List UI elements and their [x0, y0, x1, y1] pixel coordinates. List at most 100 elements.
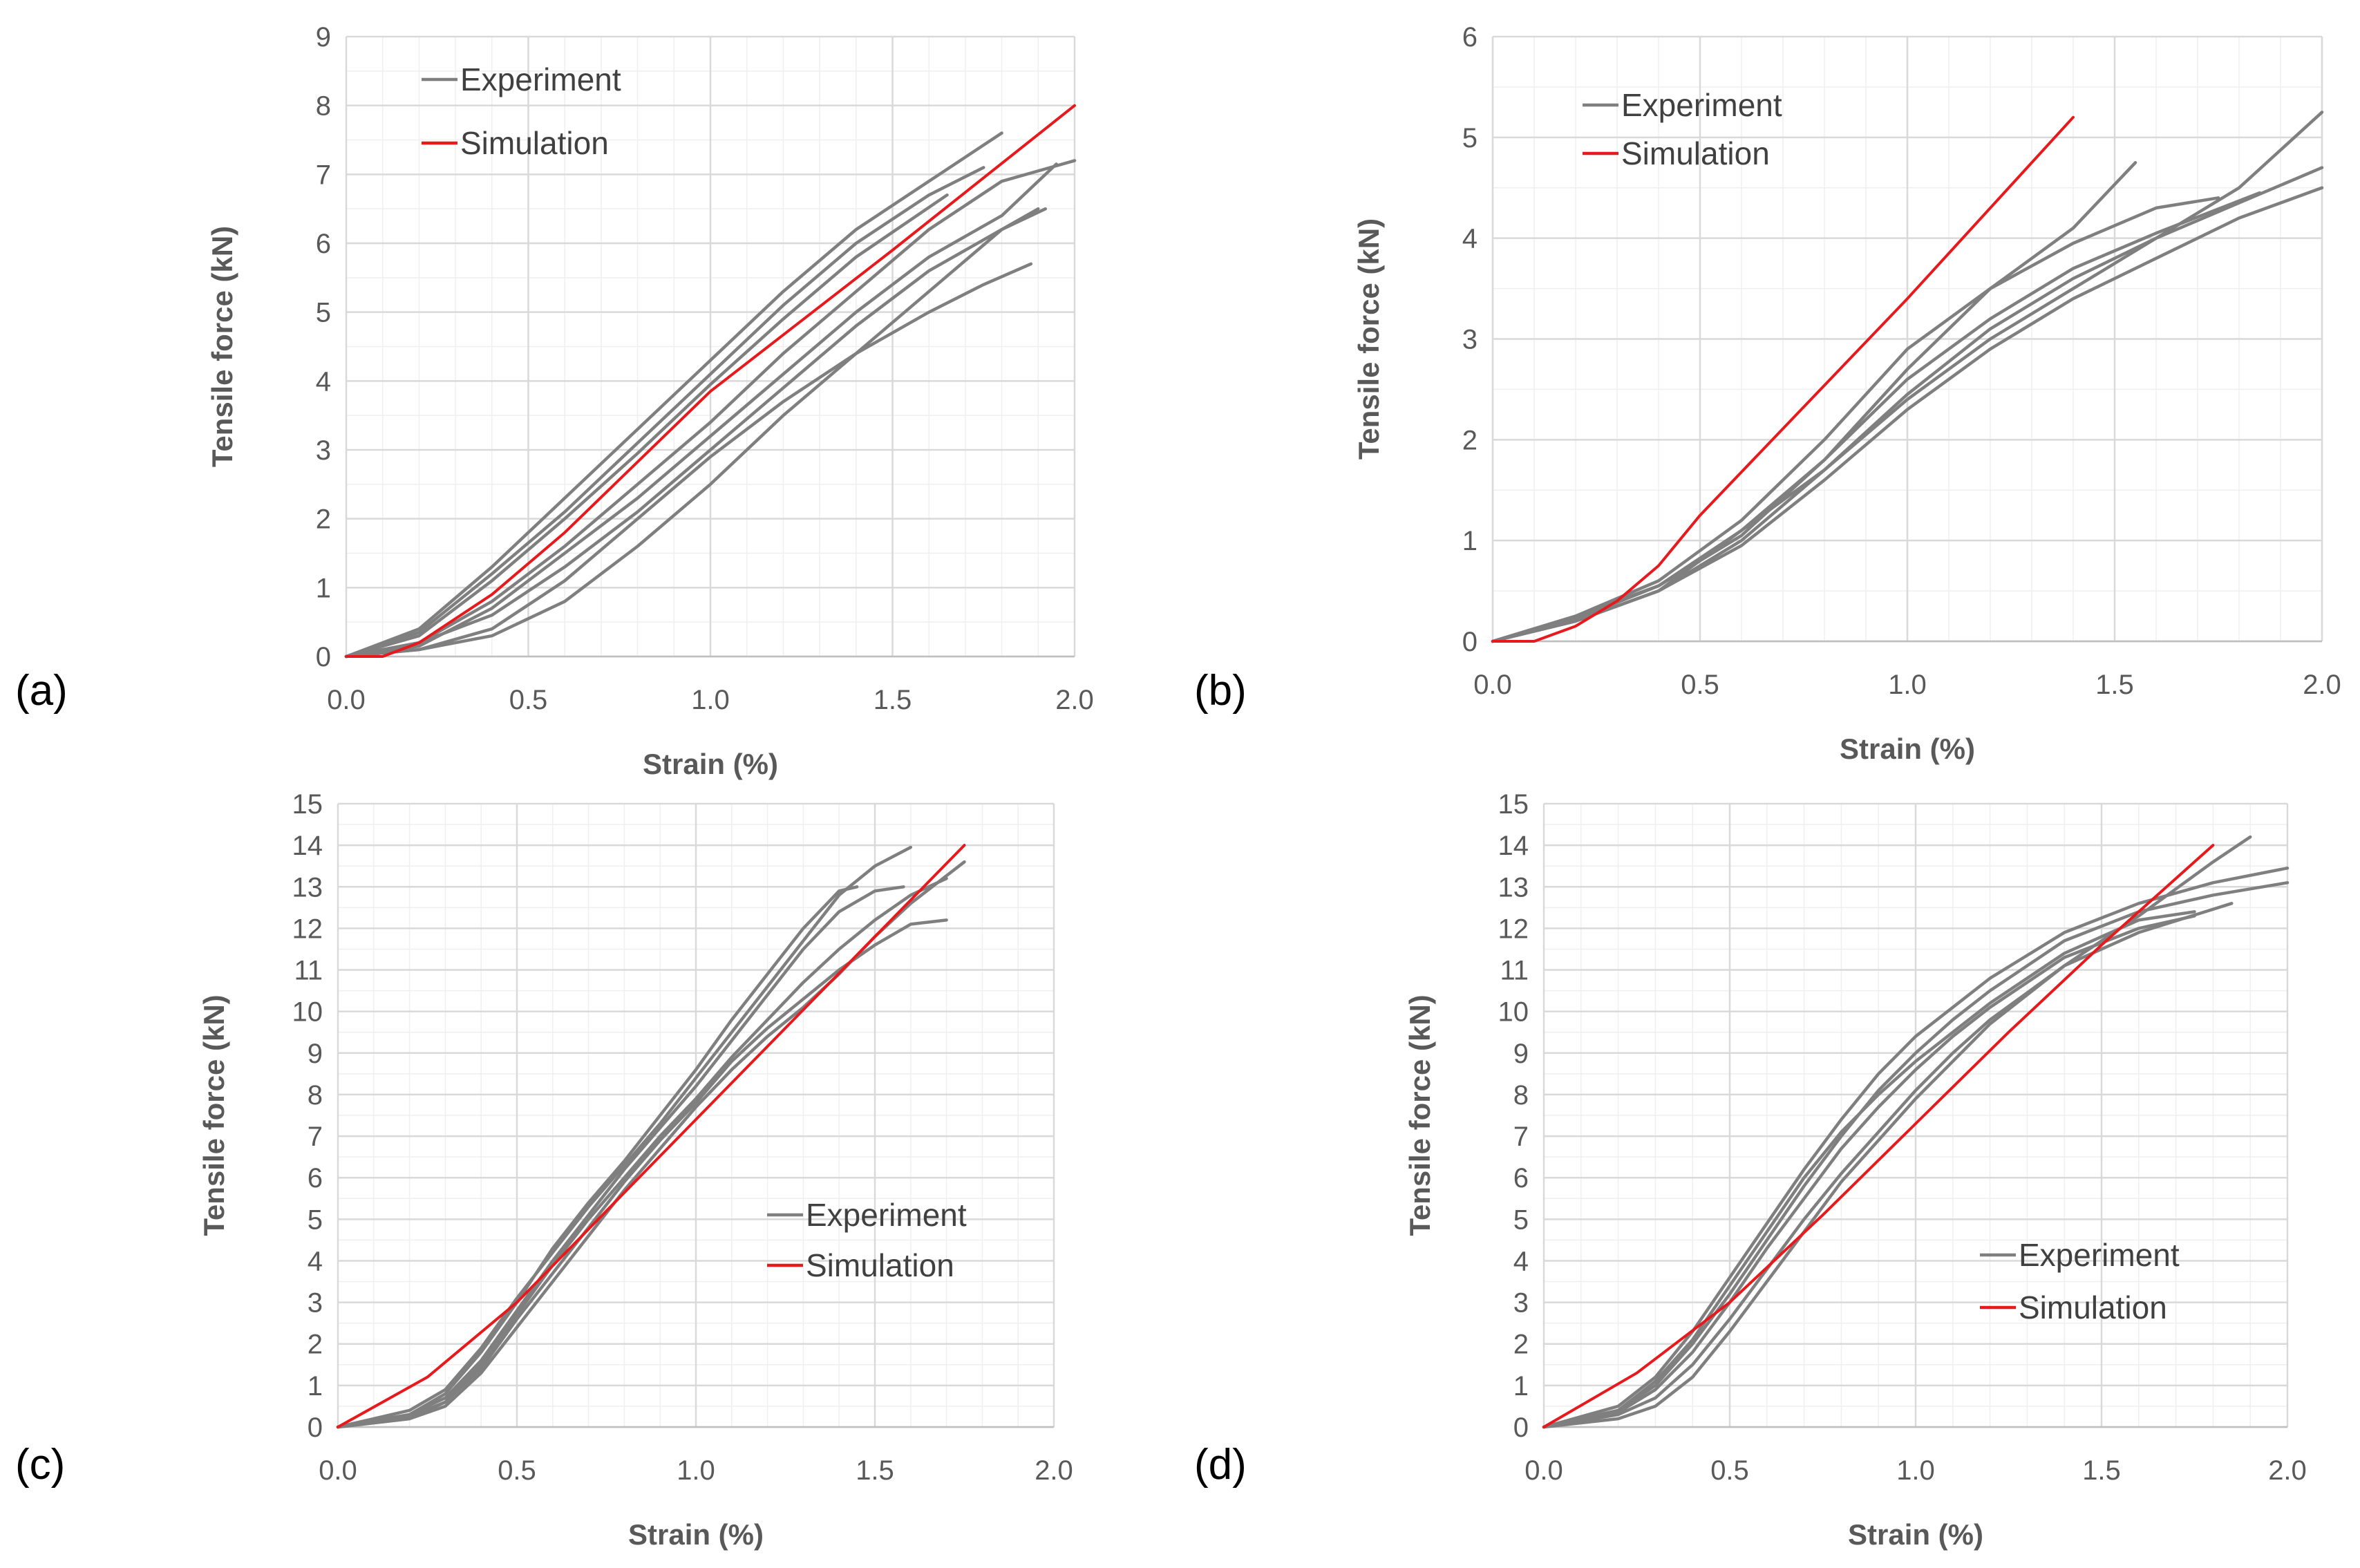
legend-label-simulation: Simulation: [806, 1247, 954, 1283]
y-tick-label: 3: [1462, 325, 1478, 355]
x-tick-label: 2.0: [2303, 670, 2341, 700]
y-tick-label: 9: [308, 1039, 323, 1069]
experiment-series-line: [1542, 866, 2290, 1429]
simulation-series-line: [1491, 115, 2075, 643]
y-tick-label: 14: [1498, 831, 1529, 861]
y-tick-label: 3: [1513, 1288, 1529, 1319]
x-tick-label: 1.5: [856, 1455, 894, 1486]
y-tick-label: 2: [1462, 425, 1478, 455]
y-tick-label: 7: [1513, 1122, 1529, 1152]
y-axis-title: Tensile force (kN): [1352, 218, 1385, 460]
x-axis-title: Strain (%): [1848, 1518, 1983, 1551]
experiment-series-line: [336, 885, 905, 1429]
y-tick-label: 0: [308, 1413, 323, 1443]
y-tick-label: 5: [1513, 1205, 1529, 1235]
y-tick-label: 12: [292, 914, 323, 944]
y-tick-label: 3: [308, 1288, 323, 1319]
experiment-series-line: [344, 166, 985, 659]
y-tick-label: 11: [294, 956, 323, 986]
experiment-series-line: [344, 262, 1033, 659]
legend: Experiment Simulation: [1980, 1237, 2180, 1325]
legend: Experiment Simulation: [422, 62, 621, 161]
x-tick-label: 0.5: [1710, 1455, 1749, 1486]
experiment-series-line: [344, 207, 1048, 659]
y-tick-label: 6: [1513, 1163, 1529, 1193]
y-tick-label: 4: [308, 1246, 323, 1276]
y-tick-label: 15: [1498, 789, 1529, 820]
simulation-series-line: [345, 104, 1076, 658]
y-tick-label: 13: [1498, 872, 1529, 903]
experiment-series-line: [336, 885, 859, 1429]
y-tick-label: 7: [308, 1122, 323, 1152]
y-tick-label: 1: [1462, 526, 1478, 556]
y-tick-label: 2: [308, 1330, 323, 1360]
y-axis-title: Tensile force (kN): [206, 226, 238, 467]
x-tick-label: 0.5: [509, 685, 548, 715]
legend-label-experiment: Experiment: [2019, 1237, 2180, 1273]
y-tick-label: 11: [1500, 956, 1529, 986]
legend-label-experiment: Experiment: [1621, 87, 1782, 123]
experiment-series-line: [1491, 161, 2137, 643]
experiment-series-line: [1542, 902, 2234, 1429]
y-tick-label: 15: [292, 789, 323, 820]
y-tick-label: 6: [316, 229, 331, 259]
x-axis-title: Strain (%): [643, 748, 778, 780]
legend: Experiment Simulation: [1583, 87, 1782, 171]
chart-panel-3: 0.0 0.5 1.0 1.5 2.00123456789101112131415Str…: [15, 789, 1073, 1551]
x-tick-label: 2.0: [2268, 1455, 2307, 1486]
y-tick-label: 10: [1498, 997, 1529, 1028]
y-tick-label: 0: [1513, 1413, 1529, 1443]
y-tick-label: 9: [1513, 1039, 1529, 1069]
y-tick-label: 5: [1462, 123, 1478, 153]
y-tick-label: 0: [1462, 627, 1478, 657]
legend-label-simulation: Simulation: [1621, 135, 1770, 171]
x-tick-label: 1.0: [677, 1455, 715, 1486]
y-tick-label: 1: [1513, 1371, 1529, 1401]
y-axis-title: Tensile force (kN): [198, 994, 230, 1236]
y-tick-label: 2: [1513, 1330, 1529, 1360]
simulation-series-line: [1542, 844, 2215, 1428]
x-tick-label: 2.0: [1055, 685, 1094, 715]
experiment-series-line: [1542, 914, 2196, 1429]
x-tick-label: 1.5: [2082, 1455, 2121, 1486]
y-tick-label: 8: [1513, 1080, 1529, 1111]
x-tick-label: 0.0: [327, 685, 366, 715]
y-tick-label: 7: [316, 160, 331, 190]
experiment-series-line: [1542, 835, 2252, 1429]
y-tick-label: 9: [316, 22, 331, 53]
x-tick-label: 1.0: [1888, 670, 1927, 700]
experiment-series-line: [344, 207, 1040, 659]
x-tick-label: 1.0: [691, 685, 730, 715]
experiment-series-line: [344, 193, 949, 659]
experiment-series-line: [344, 162, 1058, 659]
y-tick-label: 13: [292, 872, 323, 903]
y-tick-label: 10: [292, 997, 323, 1028]
chart-panel-2: 0.0 0.5 1.0 1.5 2.0 0 1 2 3 4 5 6 Strain (%) Tensile …: [1194, 22, 2341, 765]
experiment-series-line: [344, 131, 1003, 659]
x-tick-label: 1.5: [874, 685, 912, 715]
experiment-series-line: [1491, 166, 2324, 643]
y-tick-label: 4: [316, 366, 331, 397]
y-tick-label: 6: [1462, 22, 1478, 53]
y-axis-title: Tensile force (kN): [1404, 994, 1436, 1236]
x-tick-label: 0.0: [1473, 670, 1512, 700]
y-tick-label: 14: [292, 831, 323, 861]
legend-label-simulation: Simulation: [2019, 1290, 2167, 1325]
legend: Experiment Simulation: [767, 1197, 967, 1283]
experiment-series-line: [1491, 196, 2220, 643]
y-tick-label: 5: [316, 298, 331, 328]
experiment-series-line: [336, 845, 913, 1429]
y-tick-label: 8: [316, 91, 331, 122]
y-tick-label: 2: [316, 504, 331, 535]
x-tick-label: 0.5: [498, 1455, 536, 1486]
x-tick-label: 1.0: [1896, 1455, 1935, 1486]
y-tick-label: 1: [308, 1371, 323, 1401]
y-tick-label: 4: [1513, 1246, 1529, 1276]
y-tick-label: 1: [316, 573, 331, 603]
x-tick-label: 0.0: [1524, 1455, 1563, 1486]
panel-label: (d): [1194, 1441, 1247, 1489]
x-tick-label: 2.0: [1035, 1455, 1073, 1486]
x-tick-label: 0.5: [1681, 670, 1719, 700]
chart-panel-4: 0.0 0.5 1.0 1.5 2.00123456789101112131415Str…: [1194, 789, 2307, 1551]
x-tick-label: 1.5: [2095, 670, 2134, 700]
